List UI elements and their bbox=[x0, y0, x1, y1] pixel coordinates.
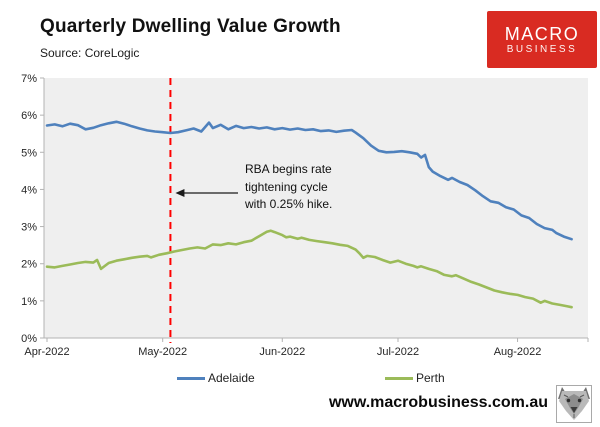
line-chart: 0% 1% 2% 3% 4% 5% 6% 7% Apr-2022 May-2022 Jun-2022… bbox=[21, 73, 589, 358]
page-title: Quarterly Dwelling Value Growth bbox=[40, 16, 341, 37]
y-tick-label: 3% bbox=[21, 222, 37, 234]
plot-area bbox=[44, 78, 588, 338]
website-url: www.macrobusiness.com.au bbox=[328, 394, 548, 411]
adelaide-line-swatch bbox=[177, 376, 205, 380]
y-tick-label: 6% bbox=[21, 110, 37, 122]
annotation-arrowhead bbox=[175, 189, 185, 197]
annotation-line-3: with 0.25% hike. bbox=[245, 197, 333, 211]
x-tick-label: Apr-2022 bbox=[24, 346, 69, 358]
wolf-logo-icon bbox=[556, 385, 592, 423]
x-tick-label: May-2022 bbox=[138, 346, 187, 358]
series-line-adelaide bbox=[45, 120, 573, 241]
y-tick-label: 4% bbox=[21, 184, 37, 196]
macrobusiness-logo: MACRO BUSINESS bbox=[487, 11, 597, 68]
logo-text-macro: MACRO bbox=[504, 23, 580, 44]
legend-label-adelaide: Adelaide bbox=[208, 371, 255, 385]
perth-line-swatch bbox=[385, 376, 413, 380]
y-tick-label: 7% bbox=[21, 73, 37, 85]
legend-item-adelaide: Adelaide bbox=[177, 371, 255, 385]
y-tick-label: 1% bbox=[21, 296, 37, 308]
annotation-text: RBA begins rate tightening cycle with 0.… bbox=[245, 161, 332, 214]
y-tick-label: 0% bbox=[21, 333, 37, 345]
legend-item-perth: Perth bbox=[385, 371, 445, 385]
annotation-line-1: RBA begins rate bbox=[245, 162, 332, 176]
source-label: Source: CoreLogic bbox=[40, 46, 140, 60]
x-tick-label: Jun-2022 bbox=[259, 346, 305, 358]
series-line-perth bbox=[45, 229, 573, 309]
logo-text-business: BUSINESS bbox=[506, 43, 578, 55]
annotation-line-2: tightening cycle bbox=[245, 179, 328, 194]
x-tick-label: Jul-2022 bbox=[377, 346, 419, 358]
y-tick-label: 5% bbox=[21, 147, 37, 159]
x-tick-label: Aug-2022 bbox=[494, 346, 542, 358]
y-tick-label: 2% bbox=[21, 259, 37, 271]
legend-label-perth: Perth bbox=[416, 371, 445, 385]
